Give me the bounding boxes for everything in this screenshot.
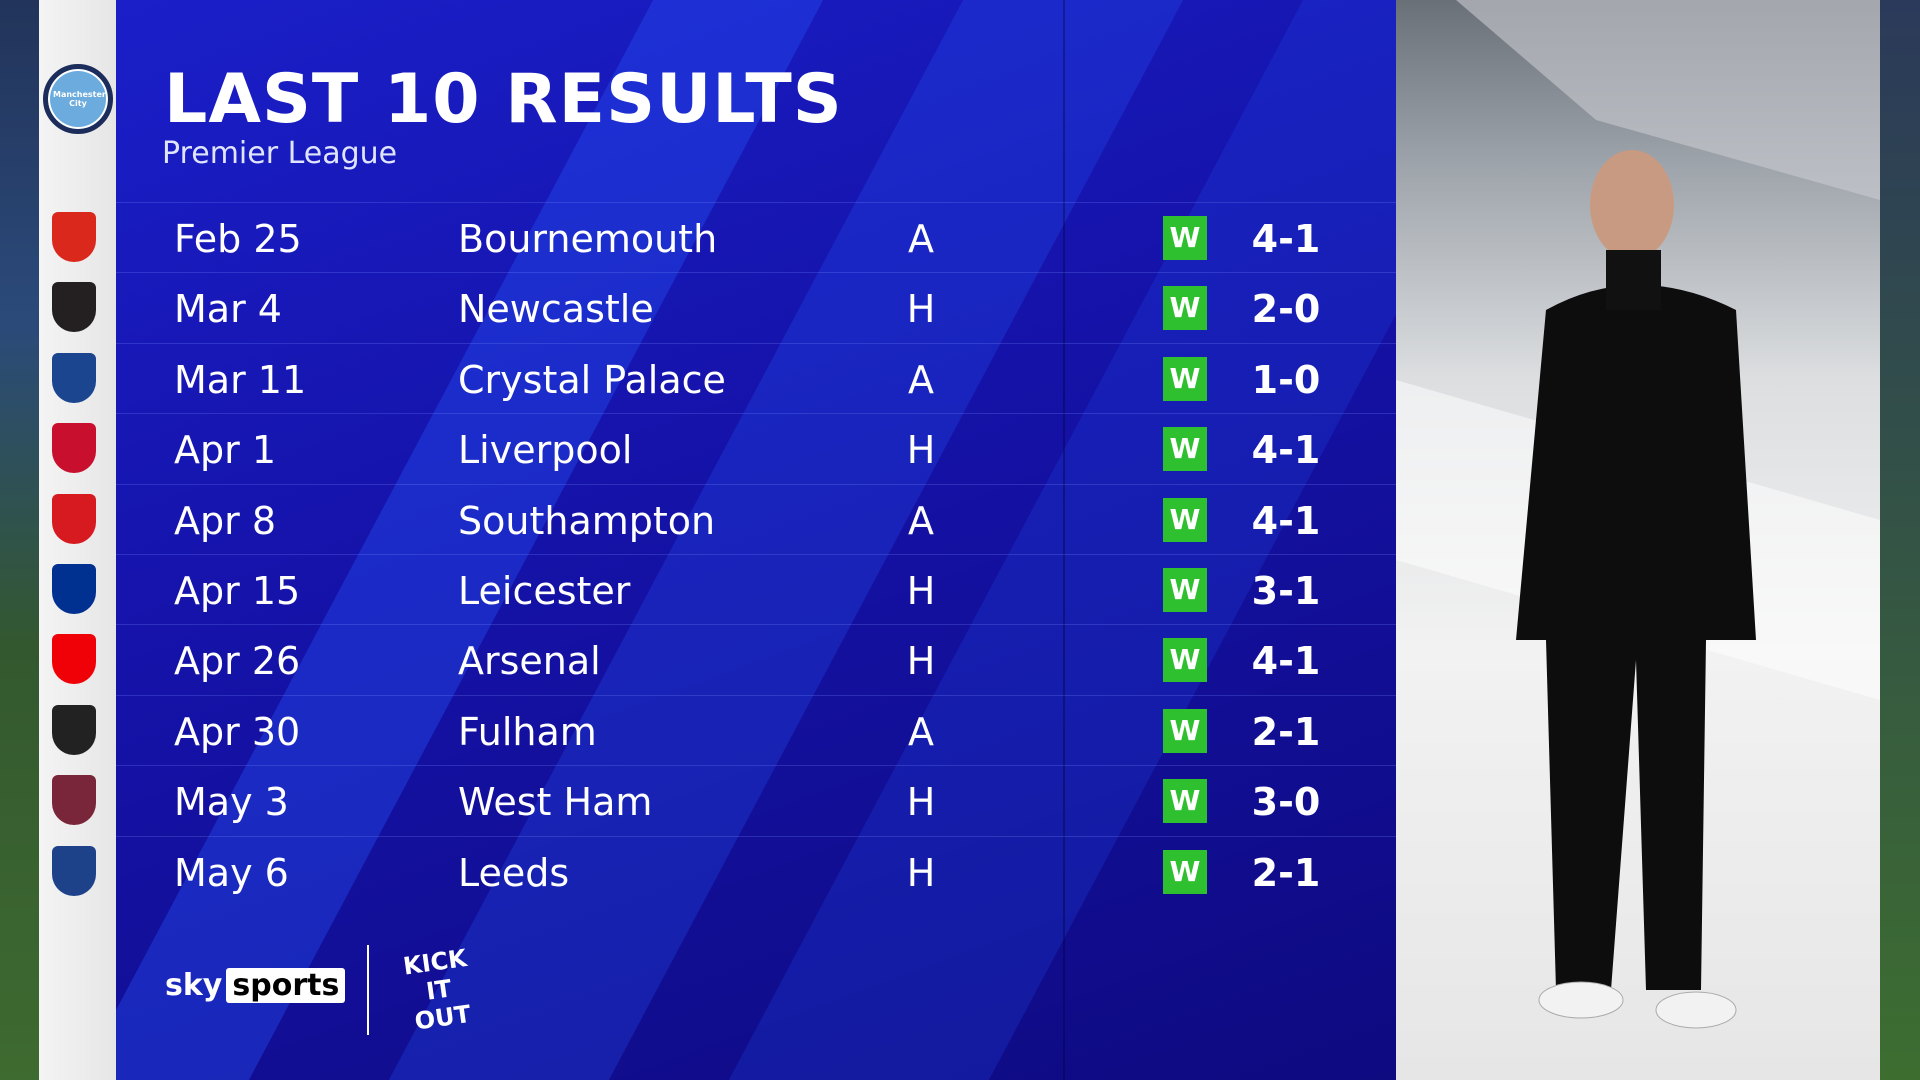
match-date: Apr 30 — [174, 709, 301, 754]
column-divider — [1063, 0, 1065, 1080]
opponent-crest-icon — [52, 704, 96, 755]
venue: H — [906, 287, 936, 332]
result-row: May 6 Leeds H W 2-1 — [116, 835, 1396, 906]
score: 2-0 — [1251, 287, 1321, 332]
man-city-crest-icon: Manchester City — [43, 64, 113, 134]
kick-it-out-logo: KICK IT OUT — [401, 943, 473, 1036]
score: 4-1 — [1251, 428, 1321, 473]
opponent-name: Newcastle — [458, 287, 654, 332]
crest-column: Manchester City — [39, 0, 116, 1080]
opponent-crest-icon — [52, 634, 96, 685]
score: 1-0 — [1251, 357, 1321, 402]
venue: A — [908, 498, 934, 543]
match-date: May 6 — [174, 850, 289, 895]
broadcaster-box: sports — [226, 968, 346, 1003]
venue: H — [906, 569, 936, 613]
result-row: Apr 1 Liverpool H W 4-1 — [116, 413, 1396, 483]
venue: H — [906, 428, 936, 473]
result-badge: W — [1163, 497, 1207, 542]
result-badge: W — [1163, 427, 1207, 472]
match-date: Mar 11 — [174, 357, 307, 402]
opponent-crest-icon — [52, 282, 96, 333]
score: 3-0 — [1251, 780, 1321, 825]
opponent-name: Southampton — [458, 498, 716, 543]
result-row: Apr 15 Leicester H W 3-1 — [116, 554, 1396, 624]
stadium-background-left — [0, 0, 39, 1080]
opponent-crest-icon — [52, 845, 96, 896]
logo-divider — [367, 945, 369, 1035]
competition-subtitle: Premier League — [162, 136, 398, 171]
score: 4-1 — [1251, 217, 1321, 261]
venue: H — [906, 780, 936, 825]
opponent-name: Liverpool — [458, 428, 633, 473]
match-date: Apr 8 — [174, 498, 276, 543]
opponent-crest-icon — [52, 423, 96, 474]
match-date: Apr 26 — [174, 639, 301, 684]
match-date: Feb 25 — [174, 217, 302, 261]
result-badge: W — [1163, 286, 1207, 331]
opponent-name: West Ham — [458, 780, 653, 825]
venue: A — [908, 709, 934, 754]
result-badge: W — [1163, 849, 1207, 894]
result-badge: W — [1163, 216, 1207, 260]
venue: A — [908, 217, 934, 261]
score: 4-1 — [1251, 498, 1321, 543]
venue: H — [906, 639, 936, 684]
result-row: Apr 8 Southampton A W 4-1 — [116, 483, 1396, 554]
match-date: May 3 — [174, 780, 289, 825]
result-badge: W — [1163, 638, 1207, 683]
result-row: Mar 4 Newcastle H W 2-0 — [116, 272, 1396, 342]
opponent-crest-icon — [52, 352, 96, 403]
result-row: Apr 30 Fulham A W 2-1 — [116, 694, 1396, 765]
opponent-name: Arsenal — [458, 639, 601, 684]
score: 2-1 — [1251, 850, 1321, 895]
page-title: LAST 10 RESULTS — [164, 60, 843, 139]
opponent-name: Leicester — [458, 569, 631, 613]
opponent-crest-icon — [52, 493, 96, 544]
match-date: Apr 1 — [174, 428, 276, 473]
result-badge: W — [1163, 779, 1207, 824]
team-name: Manchester City — [53, 90, 106, 108]
result-row: May 3 West Ham H W 3-0 — [116, 765, 1396, 835]
manager-photo — [1396, 0, 1880, 1080]
result-badge: W — [1163, 708, 1207, 753]
result-badge: W — [1163, 568, 1207, 612]
result-row: Mar 11 Crystal Palace A W 1-0 — [116, 342, 1396, 413]
opponent-name: Leeds — [458, 850, 570, 895]
match-date: Apr 15 — [174, 569, 301, 613]
opponent-crest-icon — [52, 564, 96, 614]
opponent-crest-icon — [52, 775, 96, 826]
stadium-background-right — [1880, 0, 1920, 1080]
match-date: Mar 4 — [174, 287, 282, 332]
result-row: Apr 26 Arsenal H W 4-1 — [116, 624, 1396, 694]
result-badge: W — [1163, 356, 1207, 401]
opponent-name: Fulham — [458, 709, 597, 754]
opponent-crest-icon — [52, 212, 96, 262]
score: 4-1 — [1251, 639, 1321, 684]
opponent-name: Crystal Palace — [458, 357, 726, 402]
opponent-name: Bournemouth — [458, 217, 718, 261]
sky-sports-logo: sky sports — [165, 968, 346, 1003]
broadcaster-name: sky — [165, 968, 223, 1003]
venue: A — [908, 357, 934, 402]
score: 2-1 — [1251, 709, 1321, 754]
results-panel: LAST 10 RESULTS Premier League Feb 25 Bou… — [116, 0, 1396, 1080]
result-row: Feb 25 Bournemouth A W 4-1 — [116, 202, 1396, 272]
score: 3-1 — [1251, 569, 1321, 613]
venue: H — [906, 850, 936, 895]
